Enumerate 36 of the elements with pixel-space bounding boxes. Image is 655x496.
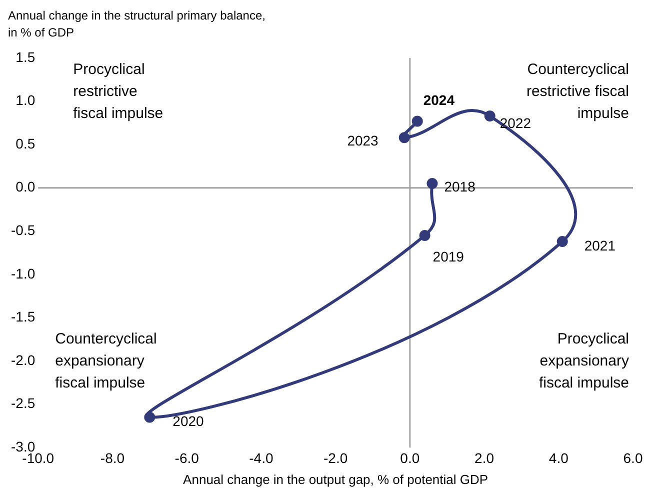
annotation: 2023 (347, 132, 379, 149)
x-axis-title: Annual change in the output gap, % of potential GDP (183, 472, 488, 487)
x-tick-label: 4.0 (548, 450, 569, 466)
annotation: Procyclical restrictive fiscal impulse (73, 61, 164, 122)
x-tick-label: -4.0 (249, 450, 274, 466)
y-tick-label: 0.5 (16, 135, 36, 152)
point (484, 110, 496, 122)
annotation: Countercyclical expansionary fiscal impulse (55, 330, 157, 392)
annotation: 2019 (432, 248, 464, 264)
point (398, 132, 410, 144)
y-tick-label: -0.5 (11, 222, 36, 238)
y-axis-title: Annual change in the structural primary balance, in % of GDP (8, 8, 266, 40)
point (426, 178, 438, 190)
point (419, 230, 430, 241)
point (144, 412, 156, 423)
x-tick-label: 6.0 (623, 450, 643, 466)
x-tick-label: 0.0 (400, 450, 420, 466)
point (412, 116, 423, 127)
x-tick-label: -8.0 (100, 450, 125, 466)
annotation: 2020 (172, 413, 204, 430)
y-tick-label: 1.5 (16, 48, 36, 65)
x-tick-label: -6.0 (174, 450, 200, 466)
annotation: 2024 (423, 92, 455, 108)
annotation: Procyclical expansionary fiscal impulse (538, 330, 630, 392)
x-tick-label: -2.0 (324, 450, 348, 466)
y-tick-label: -1.0 (11, 265, 36, 282)
annotation: 2021 (584, 237, 616, 254)
x-tick-label: 2.0 (474, 450, 494, 466)
y-tick-label: -1.5 (11, 308, 36, 325)
point (556, 236, 568, 248)
y-tick-label: 1.0 (16, 92, 36, 108)
y-tick-label: -3.0 (11, 438, 36, 454)
y-tick-label: -2.5 (11, 395, 36, 412)
y-tick-label: 0.0 (16, 178, 36, 195)
y-tick-label: -2.0 (11, 352, 36, 368)
annotation: 2018 (444, 178, 476, 194)
